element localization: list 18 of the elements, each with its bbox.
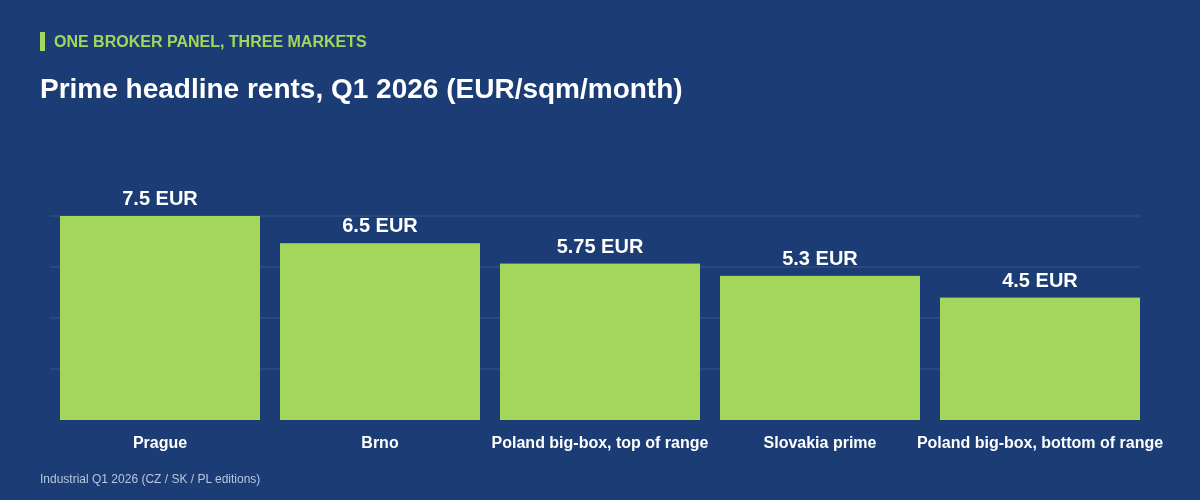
x-tick-label: Prague xyxy=(132,434,188,451)
x-tick-label: Poland big-box, top of range xyxy=(491,434,709,451)
text: Industrial Q1 2026 (CZ / SK / PL editions) xyxy=(40,472,261,486)
bar xyxy=(500,263,700,420)
bar xyxy=(280,243,480,420)
bar xyxy=(60,216,261,420)
x-tick-label: Brno xyxy=(361,434,399,451)
chart-subtitle: ONE BROKER PANEL, THREE MARKETS xyxy=(54,33,367,50)
data-label: 6.5 EUR xyxy=(342,214,419,237)
data-label: 4.5 EUR xyxy=(1002,268,1079,291)
x-tick-label: Slovakia prime xyxy=(763,434,877,451)
bar xyxy=(720,275,920,420)
chart-title: Prime headline rents, Q1 2026 (EUR/sqm/month) xyxy=(40,73,683,104)
x-tick-label: Poland big-box, bottom of range xyxy=(916,434,1164,451)
data-label: 5.3 EUR xyxy=(782,246,859,269)
bar xyxy=(939,297,1140,420)
data-label: 7.5 EUR xyxy=(122,187,199,209)
data-label: 5.75 EUR xyxy=(556,234,644,257)
